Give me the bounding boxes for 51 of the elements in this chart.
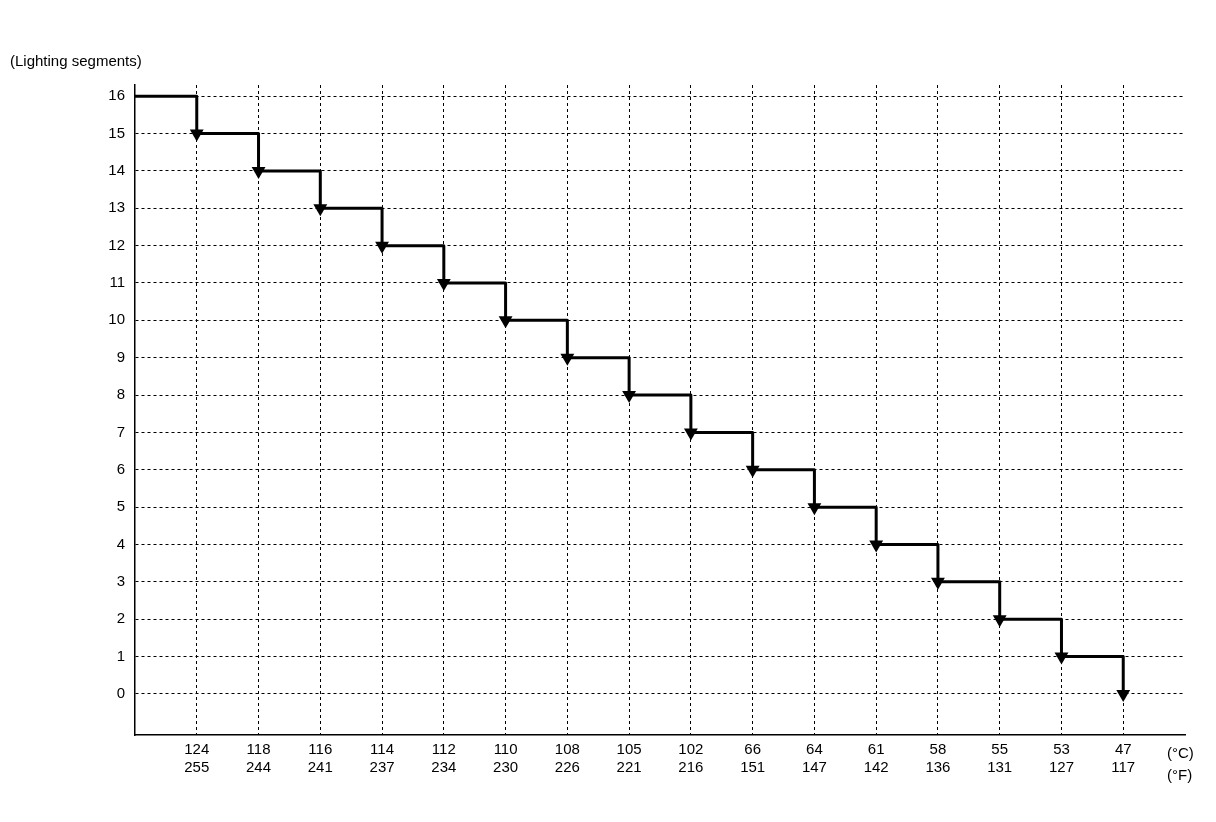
y-tick-label: 10 — [108, 310, 125, 328]
point — [436, 278, 451, 291]
y-tick-label: 11 — [109, 273, 125, 291]
y-tick-label: 8 — [116, 385, 125, 403]
y-tick-label: 3 — [116, 571, 125, 589]
x-tick-label: 61 142 — [863, 740, 889, 776]
x-tick-label: 114 237 — [369, 740, 395, 776]
x-tick-label: 66 151 — [740, 740, 766, 776]
x-tick-label: 105 221 — [616, 740, 642, 776]
point — [498, 316, 513, 329]
point — [745, 465, 760, 478]
x-tick-label: 116 241 — [307, 740, 333, 776]
point — [1116, 689, 1131, 702]
y-tick-label: 16 — [108, 86, 125, 104]
y-axis-title: (Lighting segments) — [10, 52, 142, 69]
y-tick-label: 0 — [116, 684, 125, 702]
y-tick-label: 12 — [108, 235, 125, 253]
point — [992, 615, 1007, 628]
y-tick-label: 14 — [108, 161, 125, 179]
x-tick-label: 58 136 — [925, 740, 951, 776]
point — [683, 428, 698, 441]
x-tick-label: 102 216 — [678, 740, 704, 776]
point — [807, 503, 822, 516]
y-tick-label: 7 — [116, 422, 125, 440]
y-tick-label: 9 — [116, 347, 125, 365]
point — [251, 166, 266, 179]
x-tick-label: 118 244 — [246, 740, 272, 776]
y-tick-label: 2 — [116, 609, 125, 627]
y-tick-label: 1 — [116, 646, 125, 664]
point — [560, 353, 575, 366]
point — [622, 391, 637, 404]
y-tick-label: 5 — [116, 497, 125, 515]
point — [313, 204, 328, 217]
y-tick-label: 15 — [108, 123, 125, 141]
y-tick-label: 6 — [116, 459, 125, 477]
y-tick-label: 13 — [108, 198, 125, 216]
x-tick-label: 55 131 — [987, 740, 1013, 776]
y-tick-label: 4 — [116, 534, 125, 552]
x-tick-label: 110 230 — [493, 740, 519, 776]
x-tick-label: 47 117 — [1111, 740, 1136, 776]
point — [931, 577, 945, 590]
point — [375, 241, 389, 254]
x-tick-label: 53 127 — [1048, 740, 1074, 776]
point — [869, 540, 884, 553]
x-tick-label: 64 147 — [801, 740, 827, 776]
x-axis-title: (°C) (°F) — [1167, 743, 1194, 783]
point — [1054, 652, 1069, 665]
point — [189, 129, 204, 142]
x-tick-label: 112 234 — [431, 740, 457, 776]
x-tick-label: 124 255 — [184, 740, 210, 776]
x-tick-label: 108 226 — [554, 740, 580, 776]
